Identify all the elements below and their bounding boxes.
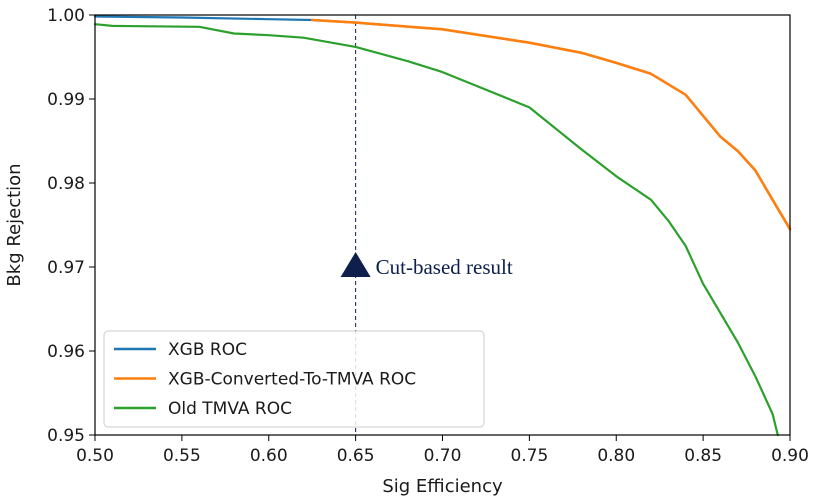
series-line [95,17,790,230]
y-ticks: 0.95 0.96 0.97 0.98 0.99 1.00 [47,6,95,446]
y-tick-label: 0.96 [47,342,85,362]
x-tick-label: 0.75 [510,446,548,466]
x-tick-label: 0.50 [76,446,114,466]
legend-entry: Old TMVA ROC [168,399,292,419]
x-ticks: 0.50 0.55 0.60 0.65 0.70 0.75 0.80 0.85 0.90 [76,435,809,466]
annotation-label: Cut-based result [376,255,513,279]
legend-entry: XGB-Converted-To-TMVA ROC [168,370,416,390]
x-tick-label: 0.80 [597,446,635,466]
cut-based-marker [341,252,371,277]
y-tick-label: 0.99 [47,90,85,110]
x-axis-label: Sig Efficiency [382,476,503,497]
x-tick-label: 0.60 [250,446,288,466]
legend-entry: XGB ROC [168,340,247,360]
annotation-layer: Cut-based result [341,252,513,279]
y-axis-label: Bkg Rejection [4,163,25,286]
y-tick-label: 0.98 [47,174,85,194]
x-tick-label: 0.65 [337,446,375,466]
x-tick-label: 0.90 [771,446,809,466]
y-tick-label: 0.97 [47,258,85,278]
y-tick-label: 0.95 [47,426,85,446]
x-tick-label: 0.70 [424,446,462,466]
x-tick-label: 0.55 [163,446,201,466]
y-tick-label: 1.00 [47,6,85,26]
legend: XGB ROC XGB-Converted-To-TMVA ROC Old TMVA… [104,331,484,427]
x-tick-label: 0.85 [684,446,722,466]
